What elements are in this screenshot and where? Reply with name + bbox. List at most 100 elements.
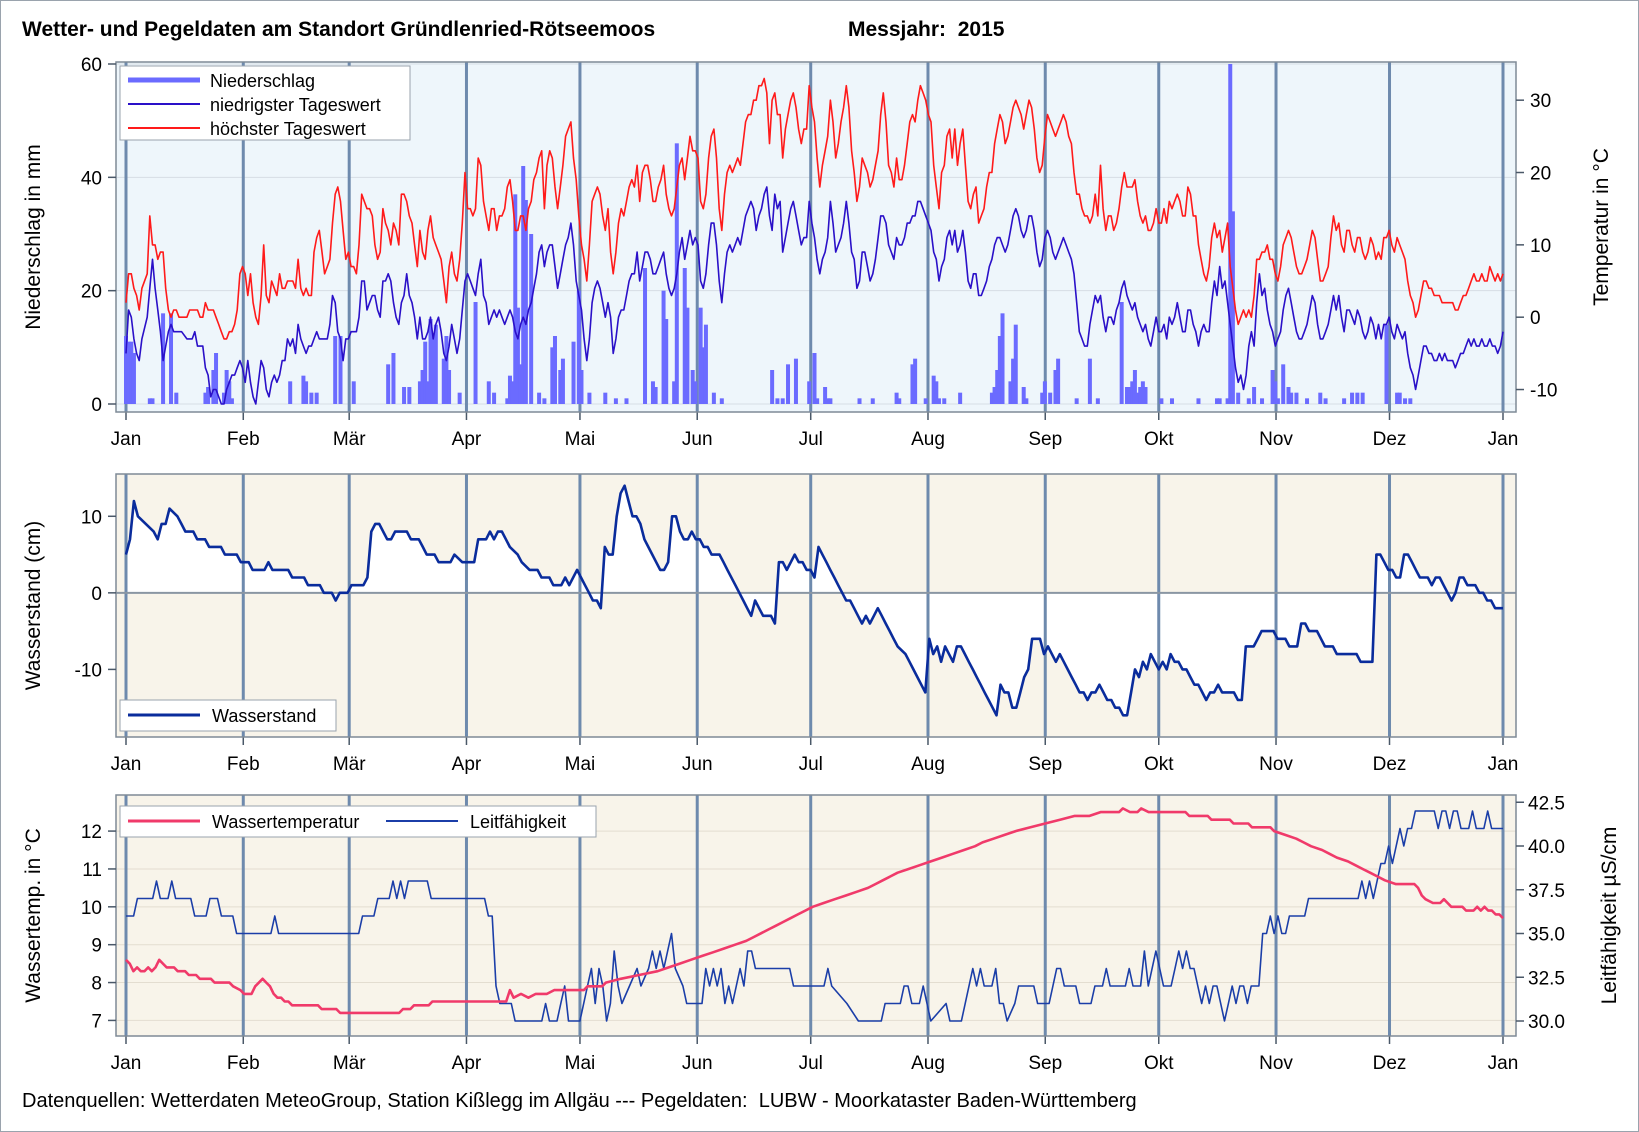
precip-bar: [823, 387, 828, 404]
precip-bar: [542, 398, 547, 404]
precip-bar: [1169, 398, 1174, 404]
precip-bar: [571, 341, 576, 404]
water-y-right-label: Leitfähigkeit µS/cm: [1598, 827, 1621, 1005]
water-temp-line: [125, 807, 1504, 1015]
level-x-tick-label: Nov: [1259, 754, 1293, 775]
precip-bar: [711, 392, 716, 404]
water-y-left-tick-label: 7: [91, 1011, 102, 1032]
precip-bar: [1042, 381, 1047, 404]
precip-bar: [229, 398, 234, 404]
precip-bar: [1040, 392, 1045, 404]
precip-bar: [931, 375, 936, 404]
precip-bar: [1000, 313, 1005, 404]
precip-bar: [221, 392, 226, 404]
precip-bar: [558, 370, 563, 404]
precip-bar: [333, 336, 338, 404]
precip-bar: [650, 381, 655, 404]
weather-x-tick-label: Mär: [333, 429, 366, 450]
precip-bar: [1323, 398, 1328, 404]
level-x-tick-label: Jan: [111, 754, 142, 775]
precip-bar: [780, 398, 785, 404]
precip-bar: [1246, 398, 1251, 404]
weather-plot-border: [115, 61, 1517, 413]
precip-bar: [510, 381, 515, 404]
precip-bar: [1053, 370, 1058, 404]
precip-bar: [1140, 381, 1145, 404]
precip-bar: [1360, 392, 1365, 404]
precip-bar: [828, 398, 833, 404]
level-x-tick-label: Jan: [1488, 754, 1519, 775]
precip-bar: [807, 381, 812, 404]
precip-bar: [1013, 324, 1018, 404]
precip-bar: [989, 392, 994, 404]
precip-bar: [1384, 324, 1389, 404]
precip-bar: [690, 370, 695, 404]
precip-bar: [457, 392, 462, 404]
level-x-tick-label: Aug: [911, 754, 945, 775]
precip-bar: [304, 381, 309, 404]
precip-bar: [441, 358, 446, 404]
precip-bar: [1196, 398, 1201, 404]
precip-bar: [995, 370, 1000, 404]
weather-y-left-tick-label: 60: [81, 55, 102, 76]
precip-bar: [1236, 392, 1241, 404]
precip-bar: [672, 381, 677, 404]
precip-bar: [701, 347, 706, 404]
precip-bar: [1350, 392, 1355, 404]
weather-x-tick-label: Apr: [452, 429, 482, 450]
precip-bar: [174, 392, 179, 404]
precip-bar: [391, 353, 396, 404]
precip-bar: [425, 381, 430, 404]
level-y-tick-label: 0: [91, 584, 102, 605]
precip-bar: [624, 398, 629, 404]
weather-legend-label: niedrigster Tageswert: [210, 95, 381, 115]
water-y-left-tick-label: 9: [91, 936, 102, 957]
level-y-label: Wasserstand (cm): [22, 521, 45, 691]
precip-bar: [613, 398, 618, 404]
precip-bar: [1217, 398, 1222, 404]
water-y-right-tick-label: 37.5: [1528, 881, 1565, 902]
precip-bar: [126, 341, 131, 404]
weather-x-tick-label: Okt: [1144, 429, 1174, 450]
precip-bar: [203, 392, 208, 404]
precip-bar: [1318, 392, 1323, 404]
water-x-tick-label: Nov: [1259, 1053, 1293, 1074]
precip-bar: [518, 364, 523, 404]
water-y-right-tick-label: 40.0: [1528, 837, 1565, 858]
precip-bar: [1124, 387, 1129, 404]
precip-bar: [661, 290, 666, 404]
precip-bar: [214, 353, 219, 404]
precip-bar: [942, 398, 947, 404]
precip-bar: [505, 398, 510, 404]
precip-bar: [703, 324, 708, 404]
precip-bar: [314, 392, 319, 404]
precip-bar: [513, 194, 518, 404]
precip-bar: [934, 381, 939, 404]
precip-bar: [1275, 398, 1280, 404]
precip-bar: [169, 313, 174, 404]
water-y-right-tick-label: 30.0: [1528, 1012, 1565, 1033]
level-y-tick-label: -10: [75, 660, 102, 681]
weather-x-tick-label: Jan: [1488, 429, 1519, 450]
precip-bar: [131, 353, 136, 404]
precip-bar: [693, 381, 698, 404]
precip-bar: [603, 392, 608, 404]
precip-bar: [664, 319, 669, 404]
water-x-tick-label: Jan: [1488, 1053, 1519, 1074]
precip-bar: [492, 392, 497, 404]
precip-bar: [431, 336, 436, 404]
precip-bar: [550, 347, 555, 404]
precip-bar: [682, 268, 687, 404]
water-y-left-tick-label: 8: [91, 974, 102, 995]
level-x-tick-label: Dez: [1373, 754, 1407, 775]
weather-x-tick-label: Jul: [799, 429, 823, 450]
precip-bar: [923, 398, 928, 404]
weather-x-tick-label: Feb: [227, 429, 260, 450]
precip-bar: [407, 387, 412, 404]
weather-legend: Niederschlag niedrigster Tageswert höchste…: [119, 65, 411, 141]
precip-bar: [402, 387, 407, 404]
water-x-tick-label: Sep: [1028, 1053, 1062, 1074]
precip-bar: [1008, 381, 1013, 404]
precip-bar: [910, 364, 915, 404]
water-x-tick-label: Jul: [799, 1053, 823, 1074]
